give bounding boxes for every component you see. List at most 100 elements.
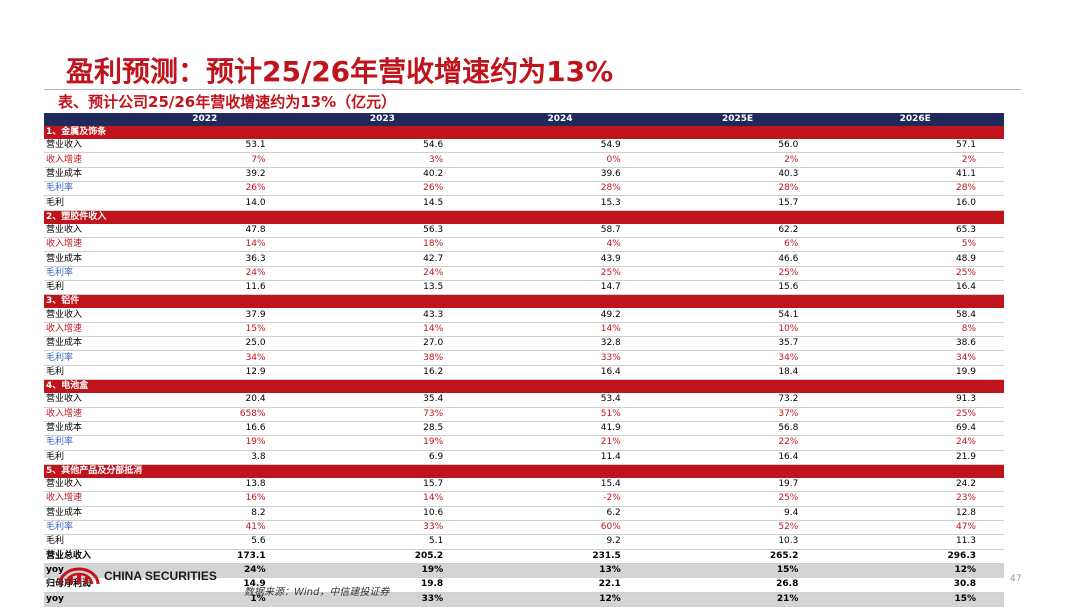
value-cell: 14%	[471, 322, 649, 338]
source-note: 数据来源：Wind，中信建投证券	[244, 587, 390, 598]
value-cell: 46.6	[648, 251, 827, 267]
value-cell: 58.4	[826, 308, 1004, 323]
table-row: 营业成本 39.2 40.2 39.6 40.3 41.1	[44, 167, 1004, 183]
header-cell: 2022	[116, 113, 294, 126]
table-row: 营业收入 47.8 56.3 58.7 62.2 65.3	[44, 223, 1004, 239]
table-row: 营业成本 8.2 10.6 6.2 9.4 12.8	[44, 506, 1004, 521]
value-cell: 41.9	[471, 421, 649, 437]
row-label: 收入增速	[44, 152, 116, 168]
value-cell: 52%	[648, 520, 827, 536]
value-cell: 41%	[116, 520, 294, 536]
value-cell: 11.3	[826, 534, 1004, 550]
value-cell: 16.4	[826, 280, 1004, 296]
value-cell: 6.2	[471, 506, 649, 521]
section-header-row: 2、塑胶件收入	[44, 210, 1004, 224]
value-cell: 51%	[471, 407, 649, 422]
value-cell: 13.5	[293, 280, 472, 296]
value-cell: 43.9	[471, 251, 649, 267]
value-cell: 25%	[471, 266, 649, 282]
table-row: yoy 1% 33% 12% 21% 15%	[44, 592, 1004, 607]
value-cell: 15%	[648, 563, 827, 579]
page-title: 盈利预测：预计25/26年营收增速约为13%	[66, 55, 614, 88]
value-cell: 24%	[293, 266, 472, 282]
row-label: 营业收入	[44, 308, 116, 323]
value-cell: 13%	[471, 563, 649, 579]
table-row: 毛利 5.6 5.1 9.2 10.3 11.3	[44, 534, 1004, 550]
value-cell: 25%	[648, 266, 827, 282]
section-title: 3、铝件	[44, 294, 1004, 309]
value-cell: 15%	[826, 592, 1004, 607]
value-cell: 21.9	[826, 450, 1004, 465]
row-label: 收入增速	[44, 322, 116, 338]
value-cell: 43.3	[293, 308, 472, 323]
value-cell: 38%	[293, 350, 472, 366]
value-cell: 19%	[293, 435, 472, 451]
table-row: 收入增速 16% 14% -2% 25% 23%	[44, 491, 1004, 507]
table-row: 收入增速 14% 18% 4% 6% 5%	[44, 237, 1004, 253]
value-cell: 14.5	[293, 195, 472, 211]
row-label: 营业成本	[44, 336, 116, 352]
value-cell: 15.3	[471, 195, 649, 211]
value-cell: 21%	[648, 592, 827, 607]
value-cell: 35.4	[293, 393, 472, 408]
value-cell: 49.2	[471, 308, 649, 323]
value-cell: 8%	[826, 322, 1004, 338]
section-title: 2、塑胶件收入	[44, 210, 1004, 224]
value-cell: 33%	[293, 520, 472, 536]
section-header-row: 4、电池盒	[44, 379, 1004, 394]
row-label: 营业成本	[44, 167, 116, 183]
value-cell: 13.8	[116, 477, 294, 493]
value-cell: 39.2	[116, 167, 294, 183]
value-cell: 39.6	[471, 167, 649, 183]
value-cell: 16.4	[471, 365, 649, 381]
value-cell: 37.9	[116, 308, 294, 323]
row-label: 收入增速	[44, 407, 116, 422]
section-header-row: 3、铝件	[44, 294, 1004, 309]
value-cell: 231.5	[471, 549, 649, 564]
table-caption: 表、预计公司25/26年营收增速约为13%（亿元）	[58, 93, 397, 111]
value-cell: 16.2	[293, 365, 472, 381]
value-cell: 28%	[826, 181, 1004, 197]
row-label: 毛利率	[44, 266, 116, 282]
table-row: 毛利率 26% 26% 28% 28% 28%	[44, 181, 1004, 197]
value-cell: 16.6	[116, 421, 294, 437]
value-cell: 40.2	[293, 167, 472, 183]
header-row: 2022 2023 2024 2025E 2026E	[44, 113, 1004, 126]
row-label: 毛利率	[44, 181, 116, 197]
value-cell: 14%	[116, 237, 294, 253]
value-cell: 24%	[116, 266, 294, 282]
value-cell: 54.1	[648, 308, 827, 323]
value-cell: 53.4	[471, 393, 649, 408]
value-cell: 21%	[471, 435, 649, 451]
value-cell: 40.3	[648, 167, 827, 183]
value-cell: -2%	[471, 491, 649, 507]
value-cell: 4%	[471, 237, 649, 253]
table-row: 收入增速 658% 73% 51% 37% 25%	[44, 407, 1004, 422]
section-header-row: 1、金属及饰条	[44, 126, 1004, 139]
value-cell: 0%	[471, 152, 649, 168]
value-cell: 58.7	[471, 223, 649, 239]
table-row: 收入增速 15% 14% 14% 10% 8%	[44, 322, 1004, 338]
table-row: 营业收入 37.9 43.3 49.2 54.1 58.4	[44, 308, 1004, 323]
value-cell: 26%	[116, 181, 294, 197]
value-cell: 296.3	[826, 549, 1004, 564]
value-cell: 15.7	[648, 195, 827, 211]
value-cell: 15.4	[471, 477, 649, 493]
value-cell: 56.0	[648, 139, 827, 154]
row-label: 毛利	[44, 280, 116, 296]
row-label: 营业收入	[44, 393, 116, 408]
value-cell: 47%	[826, 520, 1004, 536]
page-number: 47	[1010, 574, 1022, 584]
table-row: 营业收入 20.4 35.4 53.4 73.2 91.3	[44, 393, 1004, 408]
value-cell: 3.8	[116, 450, 294, 465]
row-label: 营业收入	[44, 477, 116, 493]
value-cell: 25%	[648, 491, 827, 507]
table-row: 收入增速 7% 3% 0% 2% 2%	[44, 152, 1004, 168]
value-cell: 38.6	[826, 336, 1004, 352]
value-cell: 22.1	[471, 577, 649, 593]
value-cell: 27.0	[293, 336, 472, 352]
row-label: 营业成本	[44, 506, 116, 521]
section-title: 5、其他产品及分部抵消	[44, 464, 1004, 478]
value-cell: 26%	[293, 181, 472, 197]
value-cell: 28%	[648, 181, 827, 197]
